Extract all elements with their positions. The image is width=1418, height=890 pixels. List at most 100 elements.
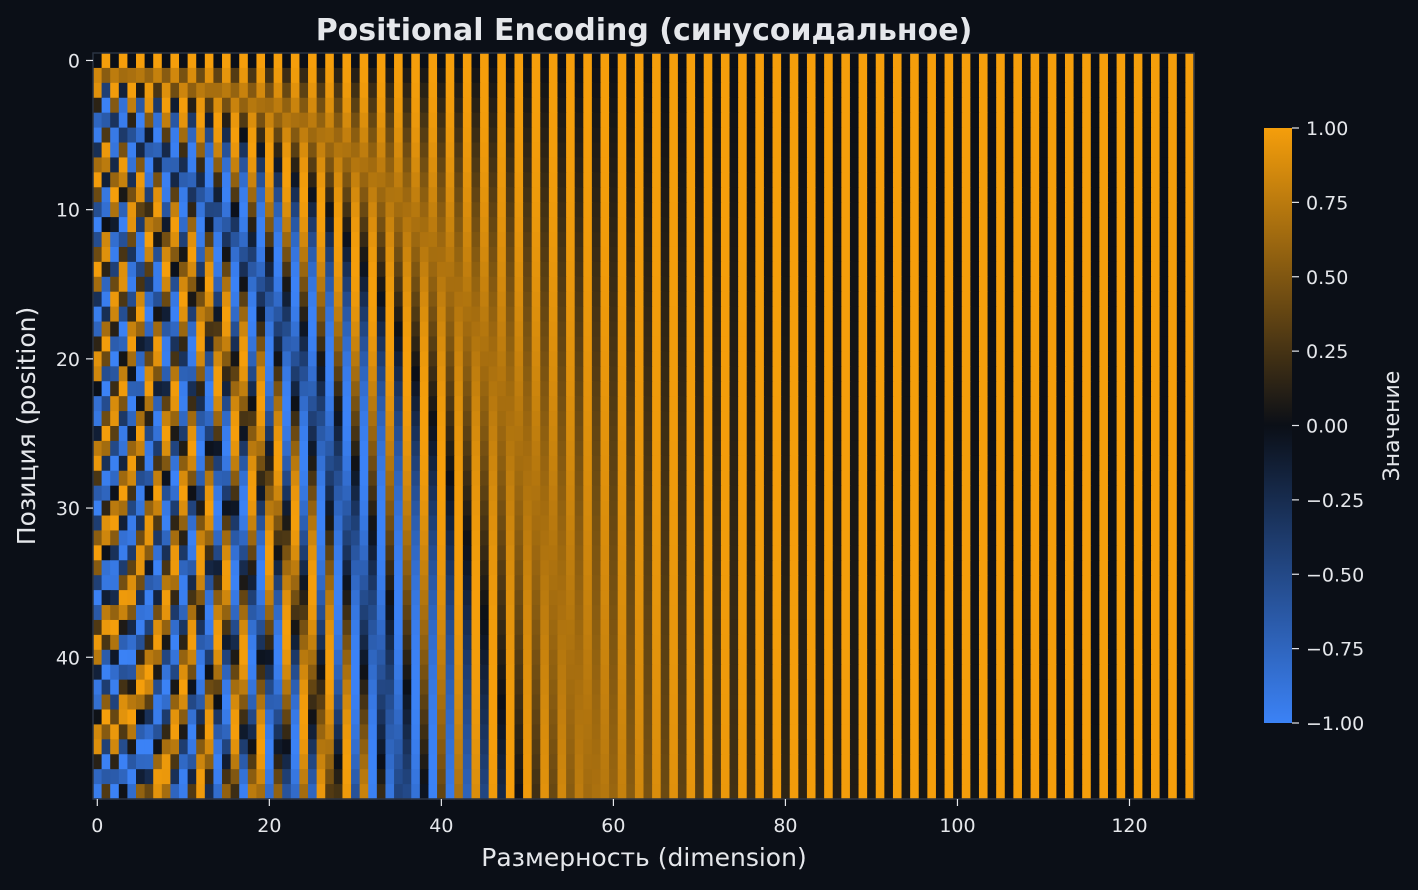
heatmap-cell: [437, 276, 447, 293]
heatmap-cell: [600, 112, 610, 129]
heatmap-cell: [127, 261, 137, 278]
heatmap-cell: [213, 67, 223, 84]
heatmap-cell: [901, 470, 911, 487]
heatmap-cell: [1004, 276, 1014, 293]
heatmap-cell: [832, 411, 842, 427]
heatmap-cell: [643, 127, 653, 144]
heatmap-cell: [222, 127, 232, 144]
heatmap-cell: [1159, 500, 1169, 517]
heatmap-cell: [196, 157, 206, 173]
heatmap-cell: [1142, 470, 1152, 487]
heatmap-cell: [1039, 112, 1049, 129]
heatmap-cell: [342, 575, 352, 591]
heatmap-cell: [256, 366, 266, 382]
heatmap-cell: [497, 232, 507, 248]
heatmap-cell: [978, 560, 989, 576]
heatmap-cell: [927, 246, 937, 263]
heatmap-cell: [634, 411, 645, 427]
heatmap-cell: [239, 53, 249, 69]
heatmap-cell: [1142, 187, 1152, 203]
heatmap-cell: [1064, 545, 1075, 561]
heatmap-cell: [1082, 351, 1092, 367]
heatmap-cell: [798, 351, 808, 367]
heatmap-cell: [660, 276, 670, 293]
heatmap-cell: [1021, 232, 1032, 248]
heatmap-cell: [247, 381, 258, 397]
heatmap-cell: [144, 545, 154, 561]
heatmap-cell: [540, 605, 550, 621]
heatmap-cell: [247, 440, 258, 457]
heatmap-cell: [110, 605, 120, 621]
heatmap-cell: [1030, 545, 1040, 561]
heatmap-cell: [1168, 217, 1178, 233]
heatmap-cell: [411, 440, 421, 457]
heatmap-cell: [376, 500, 387, 517]
heatmap-cell: [480, 82, 490, 99]
heatmap-cell: [738, 97, 748, 114]
heatmap-cell: [712, 276, 722, 293]
heatmap-cell: [901, 142, 911, 159]
heatmap-cell: [1133, 291, 1143, 308]
heatmap-cell: [669, 500, 679, 517]
heatmap-cell: [574, 67, 584, 84]
heatmap-cell: [359, 590, 369, 606]
heatmap-cell: [462, 261, 473, 278]
heatmap-cell: [505, 187, 516, 203]
heatmap-cell: [1168, 291, 1178, 308]
heatmap-cell: [1107, 127, 1118, 144]
heatmap-cell: [454, 396, 464, 412]
heatmap-cell: [849, 411, 860, 427]
heatmap-cell: [910, 530, 920, 546]
heatmap-cell: [316, 142, 326, 159]
heatmap-cell: [118, 291, 128, 308]
heatmap-cell: [617, 67, 627, 84]
heatmap-cell: [1004, 515, 1014, 532]
heatmap-cell: [996, 605, 1006, 621]
heatmap-cell: [798, 246, 808, 263]
heatmap-cell: [342, 366, 352, 382]
heatmap-cell: [695, 82, 705, 99]
heatmap-cell: [944, 246, 954, 263]
heatmap-cell: [824, 82, 834, 99]
heatmap-cell: [247, 485, 258, 502]
heatmap-cell: [1021, 157, 1032, 173]
heatmap-cell: [531, 500, 541, 517]
heatmap-cell: [1107, 232, 1118, 248]
heatmap-cell: [1107, 67, 1118, 84]
heatmap-cell: [187, 202, 197, 218]
heatmap-cell: [1150, 246, 1161, 263]
heatmap-cell: [359, 545, 369, 561]
heatmap-cell: [875, 82, 885, 99]
heatmap-cell: [1099, 172, 1109, 188]
heatmap-cell: [531, 82, 541, 99]
heatmap-cell: [282, 396, 292, 412]
heatmap-cell: [892, 321, 903, 338]
heatmap-cell: [239, 470, 249, 487]
heatmap-cell: [376, 187, 387, 203]
heatmap-cell: [196, 366, 206, 382]
heatmap-cell: [746, 396, 756, 412]
heatmap-cell: [222, 366, 232, 382]
heatmap-cell: [1107, 426, 1118, 442]
heatmap-cell: [540, 202, 550, 218]
heatmap-cell: [729, 396, 739, 412]
heatmap-cell: [161, 82, 172, 99]
heatmap-cell: [703, 351, 713, 367]
heatmap-cell: [445, 142, 455, 159]
heatmap-cell: [1039, 515, 1049, 532]
heatmap-cell: [824, 530, 834, 546]
heatmap-cell: [574, 605, 584, 621]
heatmap-cell: [144, 455, 154, 472]
heatmap-cell: [316, 485, 326, 502]
heatmap-cell: [325, 396, 335, 412]
heatmap-cell: [738, 127, 748, 144]
heatmap-cell: [368, 276, 378, 293]
heatmap-cell: [583, 306, 593, 323]
heatmap-cell: [136, 396, 146, 412]
heatmap-cell: [368, 202, 378, 218]
heatmap-cell: [729, 605, 739, 621]
heatmap-cell: [591, 426, 602, 442]
heatmap-cell: [557, 112, 567, 129]
heatmap-cell: [600, 217, 610, 233]
heatmap-cell: [1185, 67, 1195, 84]
